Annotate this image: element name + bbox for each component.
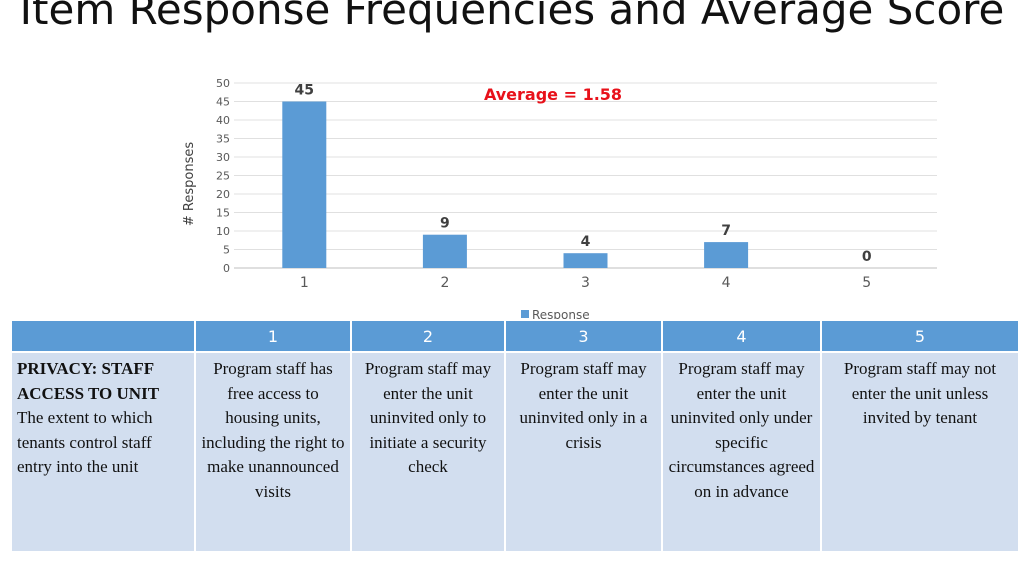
chart-gridlines xyxy=(234,82,937,269)
header-cell-blank xyxy=(10,319,196,353)
table-header-row: 1 2 3 4 5 xyxy=(10,319,1020,353)
bars xyxy=(282,101,749,268)
y-tick-label: 0 xyxy=(223,262,230,275)
y-tick-label: 40 xyxy=(216,114,230,127)
data-label: 45 xyxy=(295,83,314,99)
x-tick-label: 4 xyxy=(722,275,731,291)
y-tick-label: 20 xyxy=(216,188,230,201)
bar-3 xyxy=(563,253,608,268)
y-tick-label: 45 xyxy=(216,96,230,109)
header-cell-4: 4 xyxy=(661,319,822,353)
item-cell: PRIVACY: STAFF ACCESS TO UNIT The extent… xyxy=(10,351,196,553)
legend-label: Response xyxy=(532,308,590,320)
anchor-cell-5: Program staff may not enter the unit unl… xyxy=(820,351,1020,553)
anchor-cell-1: Program staff has free access to housing… xyxy=(194,351,352,553)
x-tick-label: 3 xyxy=(581,275,590,291)
y-tick-label: 10 xyxy=(216,225,230,238)
data-label: 4 xyxy=(581,234,591,250)
bar-1 xyxy=(282,101,327,268)
header-cell-2: 2 xyxy=(350,319,506,353)
table-row: PRIVACY: STAFF ACCESS TO UNIT The extent… xyxy=(10,351,1020,553)
y-tick-label: 35 xyxy=(216,133,230,146)
anchor-cell-4: Program staff may enter the unit uninvit… xyxy=(661,351,822,553)
data-labels: 45 9 4 7 0 xyxy=(295,83,872,266)
y-tick-label: 25 xyxy=(216,170,230,183)
y-tick-label: 30 xyxy=(216,151,230,164)
y-tick-label: 50 xyxy=(216,77,230,90)
anchor-cell-3: Program staff may enter the unit uninvit… xyxy=(504,351,663,553)
y-tick-label: 5 xyxy=(223,244,230,257)
y-tick-label: 15 xyxy=(216,207,230,220)
y-axis-ticks: 0 5 10 15 20 25 30 35 40 45 50 xyxy=(216,77,230,275)
data-label: 9 xyxy=(440,216,450,232)
bar-2 xyxy=(422,234,467,268)
legend: Response xyxy=(521,308,590,320)
bar-4 xyxy=(704,242,749,268)
item-description: The extent to which tenants control staf… xyxy=(17,408,153,476)
response-anchor-table: 1 2 3 4 5 PRIVACY: STAFF ACCESS TO UNIT … xyxy=(10,319,1020,553)
legend-swatch xyxy=(521,310,529,318)
y-axis-label: # Responses xyxy=(182,142,197,226)
data-label: 7 xyxy=(721,223,731,239)
header-cell-3: 3 xyxy=(504,319,663,353)
anchor-cell-2: Program staff may enter the unit uninvit… xyxy=(350,351,506,553)
header-cell-5: 5 xyxy=(820,319,1020,353)
slide-title: Item Response Frequencies and Average Sc… xyxy=(19,0,1005,34)
item-title: PRIVACY: STAFF ACCESS TO UNIT xyxy=(17,359,160,403)
data-label: 0 xyxy=(862,249,872,265)
average-annotation: Average = 1.58 xyxy=(484,85,622,104)
x-tick-label: 5 xyxy=(862,275,871,291)
x-tick-label: 2 xyxy=(440,275,449,291)
x-axis-ticks: 1 2 3 4 5 xyxy=(300,275,871,291)
header-cell-1: 1 xyxy=(194,319,352,353)
x-tick-label: 1 xyxy=(300,275,309,291)
